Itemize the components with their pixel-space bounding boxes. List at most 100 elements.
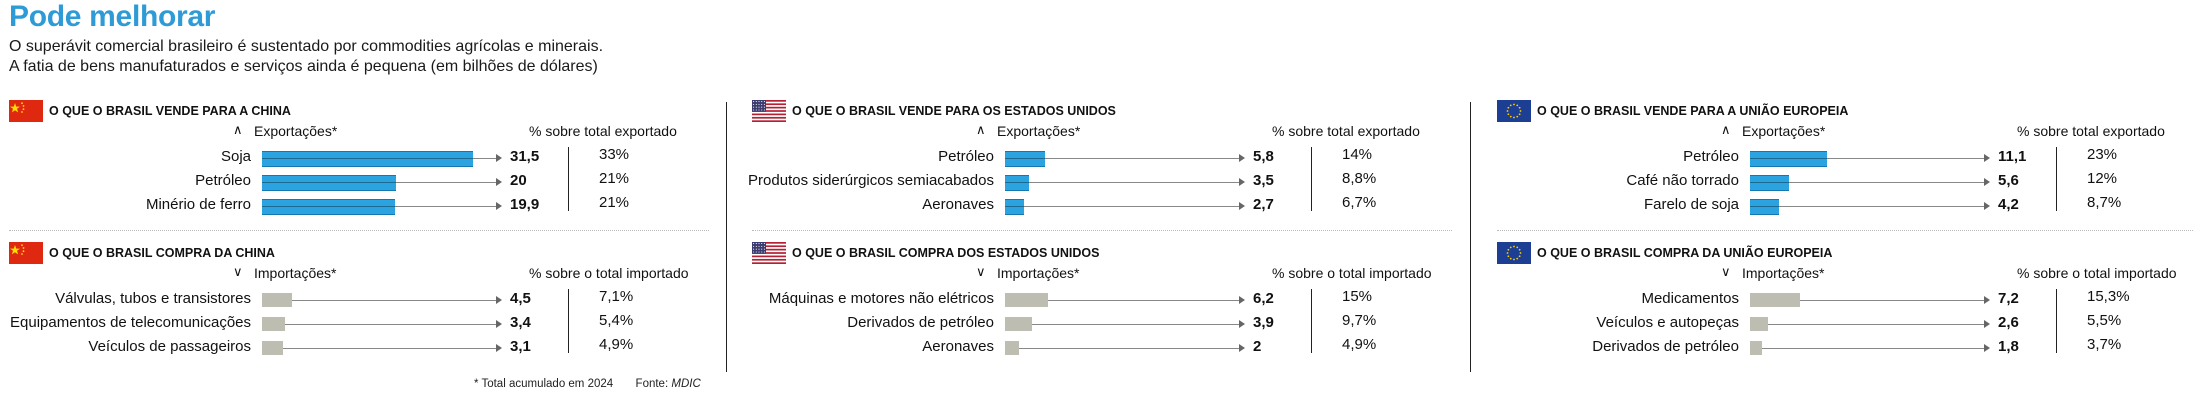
section-divider — [752, 230, 1452, 231]
bar — [1005, 175, 1030, 191]
imports-direction-label: Importações* — [997, 265, 1080, 281]
pct-label: 15% — [1342, 288, 1373, 305]
value-label: 11,1 — [1998, 148, 2027, 165]
value-label: 3,5 — [1253, 172, 1274, 189]
value-label: 2 — [1253, 338, 1262, 355]
category-label: Minério de ferro — [145, 196, 251, 213]
arrow-icon — [1984, 344, 1990, 352]
category-label: Derivados de petróleo — [1592, 338, 1739, 355]
arrow-icon — [1239, 296, 1245, 304]
category-label: Aeronaves — [922, 196, 994, 213]
exports-pct-header: % sobre total exportado — [529, 123, 677, 139]
pct-divider — [1311, 147, 1312, 211]
bar-track — [262, 324, 496, 325]
exports-direction-label: Exportações* — [254, 123, 338, 139]
category-label: Petróleo — [195, 172, 251, 189]
china-flag-icon — [9, 100, 43, 122]
bar-midline — [262, 206, 396, 207]
chart-subtitle-line2: A fatia de bens manufaturados e serviços… — [9, 58, 598, 75]
exports-pct-header: % sobre total exportado — [2017, 123, 2165, 139]
value-label: 31,5 — [510, 148, 540, 165]
bar-track — [1005, 300, 1239, 301]
bar-midline — [1005, 206, 1024, 207]
bar-midline — [262, 182, 396, 183]
bar — [1750, 293, 1800, 307]
arrow-icon — [1984, 154, 1990, 162]
bar-track — [1005, 348, 1239, 349]
bar-track — [1005, 182, 1239, 183]
value-label: 5,6 — [1998, 172, 2019, 189]
pct-label: 9,7% — [1342, 312, 1377, 329]
pct-label: 5,5% — [2087, 312, 2122, 329]
value-label: 4,2 — [1998, 196, 2019, 213]
section-divider — [1497, 230, 2194, 231]
exports-direction-label: Exportações* — [1742, 123, 1826, 139]
bar — [1005, 293, 1048, 307]
category-label: Produtos siderúrgicos semiacabados — [748, 172, 994, 189]
bar — [262, 317, 285, 331]
footnote-text: * Total acumulado em 2024 — [474, 378, 614, 390]
value-label: 5,8 — [1253, 148, 1274, 165]
source-name: MDIC — [671, 378, 701, 390]
arrow-icon — [496, 178, 502, 186]
bar-track — [262, 300, 496, 301]
pct-label: 5,4% — [599, 312, 634, 329]
chevron-down-icon: ∨ — [1721, 264, 1731, 279]
pct-label: 8,7% — [2087, 194, 2122, 211]
bar-track — [1750, 324, 1984, 325]
imports-section-title: O que o Brasil compra da China — [49, 246, 275, 260]
arrow-icon — [1239, 202, 1245, 210]
pct-label: 12% — [2087, 170, 2118, 187]
eu-flag-icon — [1497, 242, 1531, 264]
arrow-icon — [1984, 320, 1990, 328]
chart-subtitle-line1: O superávit comercial brasileiro é suste… — [9, 38, 604, 55]
value-label: 20 — [510, 172, 527, 189]
value-label: 4,5 — [510, 290, 531, 307]
bar-track — [262, 348, 496, 349]
value-label: 3,4 — [510, 314, 531, 331]
pct-divider — [568, 289, 569, 353]
pct-label: 33% — [599, 146, 630, 163]
column-divider-2 — [1470, 102, 1471, 372]
source-label: Fonte: — [635, 378, 669, 390]
bar — [262, 175, 396, 191]
chevron-up-icon: ∧ — [1721, 122, 1731, 137]
exports-section-title: O que o Brasil vende para a União Europe… — [1537, 104, 1849, 118]
bar — [262, 199, 396, 215]
value-label: 2,7 — [1253, 196, 1274, 213]
bar — [1005, 317, 1032, 331]
bar — [1750, 317, 1768, 331]
bar — [1750, 341, 1763, 355]
eu-flag-icon — [1497, 100, 1531, 122]
arrow-icon — [496, 202, 502, 210]
category-label: Petróleo — [1683, 148, 1739, 165]
arrow-icon — [496, 344, 502, 352]
category-label: Aeronaves — [922, 338, 994, 355]
pct-label: 6,7% — [1342, 194, 1377, 211]
value-label: 19,9 — [510, 196, 540, 213]
category-label: Veículos e autopeças — [1596, 314, 1739, 331]
category-label: Soja — [220, 148, 251, 165]
category-label: Veículos de passageiros — [88, 338, 251, 355]
category-label: Máquinas e motores não elétricos — [768, 290, 994, 307]
imports-pct-header: % sobre o total importado — [529, 265, 689, 281]
column-eu: O que o Brasil vende para a União Europe… — [1497, 96, 2194, 372]
bar — [1750, 175, 1789, 191]
bar-midline — [1005, 182, 1030, 183]
usa-flag-icon — [752, 242, 786, 264]
usa-flag-icon — [752, 100, 786, 122]
bar-track — [1750, 348, 1984, 349]
bar-midline — [1750, 158, 1827, 159]
arrow-icon — [1239, 154, 1245, 162]
bar — [262, 341, 283, 355]
chevron-down-icon: ∨ — [976, 264, 986, 279]
bar — [1750, 151, 1827, 167]
bar — [262, 293, 293, 307]
pct-label: 7,1% — [599, 288, 634, 305]
chart-title: Pode melhorar — [9, 0, 216, 33]
column-china: O que o Brasil vende para a China ∧ Export… — [9, 96, 729, 372]
imports-section-title: O que o Brasil compra da União Europeia — [1537, 246, 1833, 260]
arrow-icon — [1984, 202, 1990, 210]
arrow-icon — [496, 320, 502, 328]
china-flag-icon — [9, 242, 43, 264]
